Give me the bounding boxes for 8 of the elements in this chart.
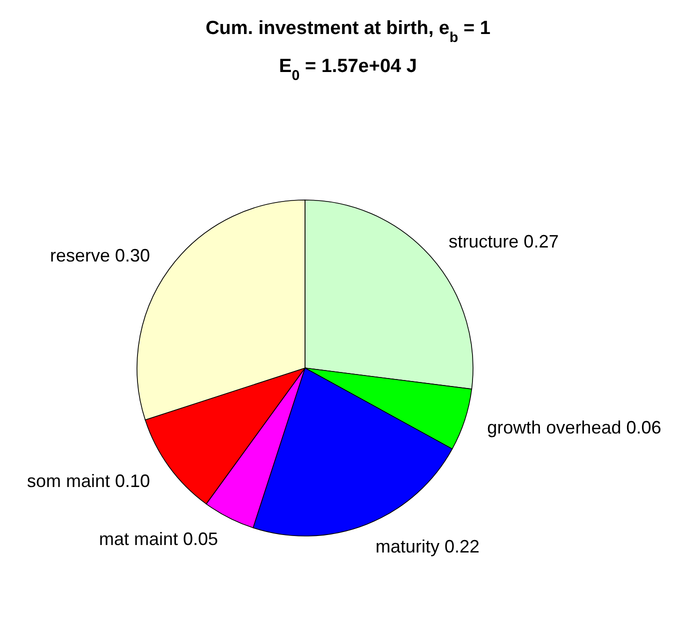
slice-label: maturity 0.22 <box>376 536 480 556</box>
slice-label: growth overhead 0.06 <box>487 417 662 438</box>
chart-title: Cum. investment at birth, e$_{b}$ = 1 <box>206 18 491 46</box>
chart-subtitle: E$_{0}$ = 1.57e+04 J <box>279 56 417 84</box>
slice-label: mat maint 0.05 <box>98 528 218 549</box>
slice-label: som maint 0.10 <box>26 470 150 491</box>
slice-label: structure 0.27 <box>448 232 559 252</box>
slice-label: reserve 0.30 <box>50 246 150 266</box>
